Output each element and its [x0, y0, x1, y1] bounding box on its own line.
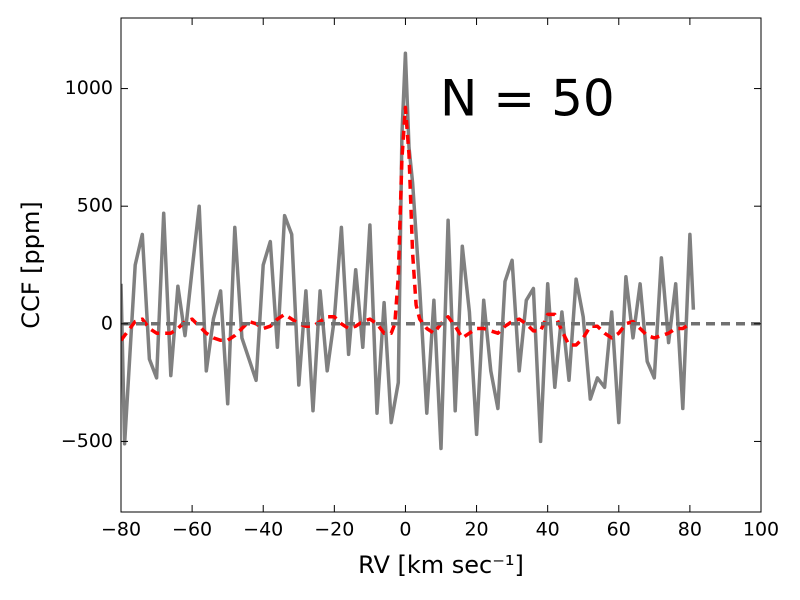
plot-frame	[120, 17, 762, 513]
y-axis-label: CCF [ppm]	[17, 201, 45, 329]
y-tick-label: 500	[77, 195, 113, 217]
x-axis-label: RV [km sec⁻¹]	[358, 551, 524, 579]
x-tick-label: 60	[607, 519, 631, 541]
x-tick-label: −40	[243, 519, 283, 541]
data-line	[121, 51, 696, 451]
data-line	[121, 105, 691, 347]
annotation: N = 50	[440, 70, 615, 128]
y-tick-label: −500	[61, 430, 113, 452]
x-tick-label: 100	[743, 519, 779, 541]
x-tick-label: 20	[464, 519, 488, 541]
x-tick-label: −20	[314, 519, 354, 541]
x-tick-label: 80	[678, 519, 702, 541]
x-tick-label: −60	[172, 519, 212, 541]
y-tick-label: 1000	[65, 77, 113, 99]
x-tick-label: 0	[399, 519, 411, 541]
x-tick-label: 40	[536, 519, 560, 541]
y-tick-label: 0	[101, 312, 113, 334]
x-tick-label: −80	[101, 519, 141, 541]
